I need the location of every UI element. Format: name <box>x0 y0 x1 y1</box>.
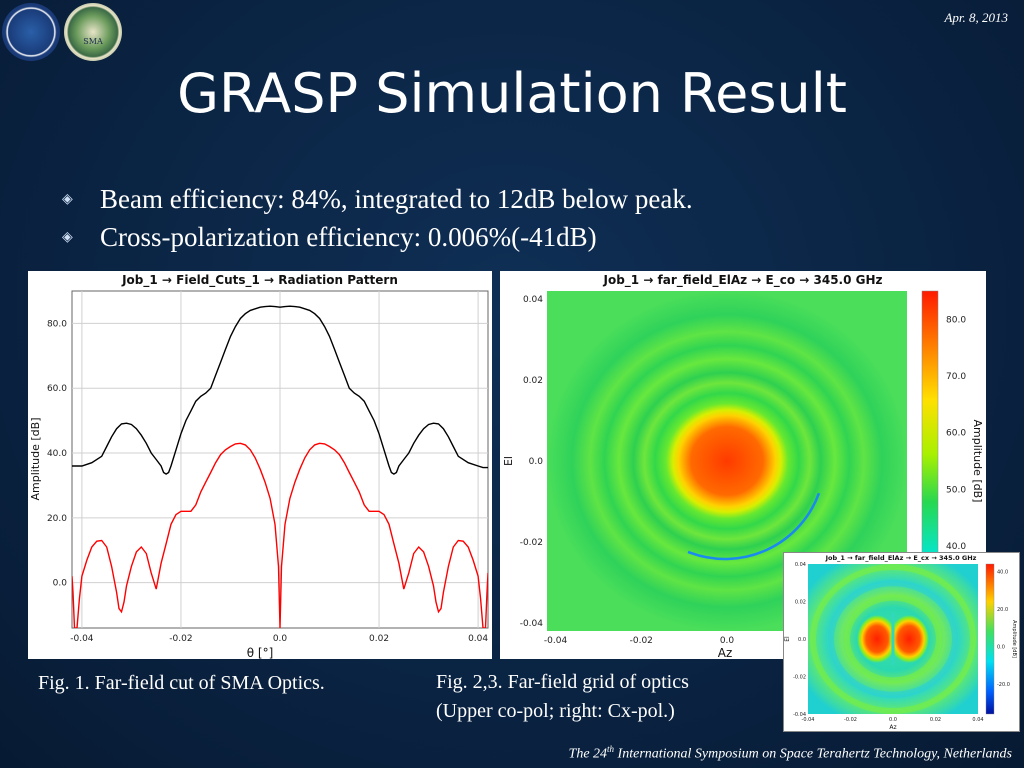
bullet-list: ◈ Beam efficiency: 84%, integrated to 12… <box>62 180 693 256</box>
y-tick-label: 40.0 <box>47 449 67 459</box>
bullet-item: ◈ Beam efficiency: 84%, integrated to 12… <box>62 180 693 218</box>
xpol-ring <box>844 594 942 684</box>
x-tick-label: 0.0 <box>720 636 735 646</box>
colorbar-tick-label: 50.0 <box>946 485 966 495</box>
xpol-colorbar <box>985 563 995 715</box>
xpol-heatmap: Job_1 → far_field_ElAz → E_cx → 345.0 GH… <box>784 554 1017 731</box>
footer-superscript: th <box>607 744 615 754</box>
y-tick-label: 60.0 <box>47 384 67 394</box>
colorbar-tick-label: 40.0 <box>946 542 966 552</box>
x-axis-label: θ [°] <box>247 646 274 659</box>
xpol-y-tick-label: -0.04 <box>793 712 806 718</box>
slide-footer: The 24th International Symposium on Spac… <box>569 744 1012 763</box>
xpol-x-axis-label: Az <box>889 724 896 731</box>
y-tick-label: -0.02 <box>520 538 543 548</box>
slide-title: GRASP Simulation Result <box>177 62 847 125</box>
xpol-y-axis-label: El <box>784 636 791 642</box>
x-tick-label: -0.02 <box>630 636 653 646</box>
x-tick-label: 0.04 <box>468 634 488 644</box>
xpol-y-tick-label: 0.04 <box>795 562 806 568</box>
bullet-text-beam-efficiency: Beam efficiency: 84%, integrated to 12dB… <box>100 183 693 214</box>
sma-seal-icon: SMA <box>64 3 122 61</box>
xpol-y-tick-label: 0.0 <box>798 637 806 643</box>
xpol-x-tick-label: 0.04 <box>972 717 983 723</box>
academia-sinica-seal-icon <box>2 3 60 61</box>
colorbar-tick-label: 80.0 <box>946 315 966 325</box>
xpol-colorbar-tick-label: 0.0 <box>997 645 1005 651</box>
colorbar-tick-label: 60.0 <box>946 429 966 439</box>
x-tick-label: 0.02 <box>369 634 389 644</box>
xpol-ring <box>828 580 958 698</box>
y-tick-label: 20.0 <box>47 514 67 524</box>
y-tick-label: 0.0 <box>529 457 544 467</box>
diamond-bullet-icon: ◈ <box>62 191 73 207</box>
figure-2-3-caption: Fig. 2,3. Far-field grid of optics (Uppe… <box>436 668 689 726</box>
bullet-text-cross-pol: Cross-polarization efficiency: 0.006%(-4… <box>100 221 597 252</box>
y-tick-label: 0.04 <box>523 295 543 305</box>
footer-prefix: The 24 <box>568 746 608 762</box>
diamond-bullet-icon: ◈ <box>62 229 73 245</box>
xpol-left-lobe <box>857 615 897 663</box>
y-tick-label: -0.04 <box>520 619 544 629</box>
xpol-x-tick-label: -0.02 <box>844 717 857 723</box>
radiation-pattern-chart: Job_1 → Field_Cuts_1 → Radiation Pattern… <box>29 273 489 660</box>
xpol-x-tick-label: -0.04 <box>802 717 815 723</box>
xpol-y-tick-label: 0.02 <box>795 600 806 606</box>
figure-1-caption: Fig. 1. Far-field cut of SMA Optics. <box>38 672 325 694</box>
chart-title: Job_1 → Field_Cuts_1 → Radiation Pattern <box>121 273 398 288</box>
heatmap-title: Job_1 → far_field_ElAz → E_co → 345.0 GH… <box>603 273 883 288</box>
x-tick-label: -0.04 <box>70 634 94 644</box>
xpol-right-lobe <box>889 615 929 663</box>
xpol-y-tick-label: -0.02 <box>793 675 806 681</box>
y-axis-label: El <box>502 456 515 466</box>
slide-date: Apr. 8, 2013 <box>944 10 1008 25</box>
xpol-series-line <box>72 442 488 628</box>
xpol-heatmap-panel: Job_1 → far_field_ElAz → E_cx → 345.0 GH… <box>783 552 1020 732</box>
xpol-x-tick-label: 0.0 <box>889 717 897 723</box>
footer-suffix: International Symposium on Space Teraher… <box>614 746 1012 762</box>
x-axis-label: Az <box>718 646 733 659</box>
xpol-x-tick-label: 0.02 <box>930 717 941 723</box>
xpol-colorbar-label: Amplitude [dB] <box>1011 620 1017 658</box>
xpol-heatmap-title: Job_1 → far_field_ElAz → E_cx → 345.0 GH… <box>825 554 977 562</box>
xpol-ring <box>810 564 976 714</box>
radiation-pattern-chart-panel: Job_1 → Field_Cuts_1 → Radiation Pattern… <box>28 271 492 660</box>
figure-2-3-caption-line2: (Upper co-pol; right: Cx-pol.) <box>436 700 675 722</box>
xpol-colorbar-tick-label: -20.0 <box>997 682 1010 688</box>
x-tick-label: -0.04 <box>544 636 568 646</box>
y-tick-label: 0.0 <box>53 579 68 589</box>
heatmap-null-arc <box>623 357 827 561</box>
y-tick-label: 0.02 <box>523 376 543 386</box>
xpol-colorbar-tick-label: 40.0 <box>997 570 1008 576</box>
sma-seal-text: SMA <box>83 37 103 46</box>
copol-series-line <box>72 305 488 475</box>
colorbar-label: Amplitude [dB] <box>971 420 984 503</box>
xpol-colorbar-tick-label: 20.0 <box>997 607 1008 613</box>
bullet-item: ◈ Cross-polarization efficiency: 0.006%(… <box>62 218 693 256</box>
colorbar-tick-label: 70.0 <box>946 372 966 382</box>
y-tick-label: 80.0 <box>47 319 67 329</box>
x-tick-label: -0.02 <box>169 634 192 644</box>
y-axis-label: Amplitude [dB] <box>29 418 42 501</box>
figure-2-3-caption-line1: Fig. 2,3. Far-field grid of optics <box>436 671 689 693</box>
x-tick-label: 0.0 <box>273 634 288 644</box>
